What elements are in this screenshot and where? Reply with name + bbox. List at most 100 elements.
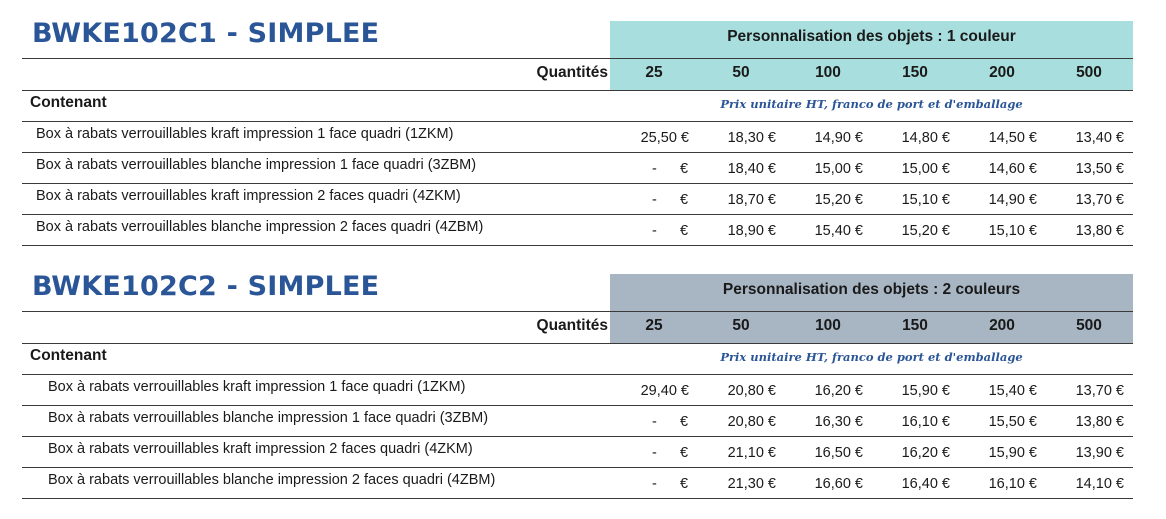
quantity-header: 150 xyxy=(902,64,928,81)
divider xyxy=(22,90,1133,91)
price-cell: 14,50 € xyxy=(988,130,1037,146)
header-band xyxy=(610,274,1133,343)
divider xyxy=(22,245,1133,246)
quantity-header: 50 xyxy=(732,64,750,81)
divider xyxy=(610,311,1133,312)
price-cell: 16,20 € xyxy=(814,383,863,399)
divider xyxy=(22,58,610,59)
price-currency: € xyxy=(680,445,689,461)
divider xyxy=(22,374,1133,375)
personalisation-header: Personnalisation des objets : 1 couleur xyxy=(727,28,1016,45)
divider xyxy=(22,183,1133,184)
price-note: Prix unitaire HT, franco de port et d'em… xyxy=(720,350,1023,364)
row-label: Box à rabats verrouillables kraft impres… xyxy=(36,126,454,142)
header-band xyxy=(610,21,1133,90)
price-note: Prix unitaire HT, franco de port et d'em… xyxy=(720,97,1023,111)
price-cell: 25,50 € xyxy=(640,130,689,146)
quantity-header: 25 xyxy=(645,64,663,81)
price-currency: € xyxy=(680,414,689,430)
quantity-header: 100 xyxy=(815,317,841,334)
price-cell: 20,80 € xyxy=(727,383,776,399)
price-cell: 21,10 € xyxy=(727,445,776,461)
price-cell: 15,90 € xyxy=(988,445,1037,461)
price-cell: 18,30 € xyxy=(727,130,776,146)
price-cell: 13,80 € xyxy=(1075,414,1124,430)
quantities-label: Quantités xyxy=(536,64,608,81)
price-cell: 13,70 € xyxy=(1075,383,1124,399)
price-currency: € xyxy=(680,161,689,177)
price-dash: - xyxy=(652,192,657,208)
quantity-header: 500 xyxy=(1076,317,1102,334)
price-cell: 15,50 € xyxy=(988,414,1037,430)
product-title: BWKE102C1 - SIMPLEE xyxy=(32,18,380,49)
price-currency: € xyxy=(680,476,689,492)
price-cell: 15,00 € xyxy=(901,161,950,177)
quantity-header: 25 xyxy=(645,317,663,334)
divider xyxy=(22,121,1133,122)
divider xyxy=(22,311,610,312)
row-label: Box à rabats verrouillables blanche impr… xyxy=(48,410,489,426)
quantity-header: 100 xyxy=(815,64,841,81)
divider xyxy=(22,467,1133,468)
price-cell: 16,20 € xyxy=(901,445,950,461)
price-cell: 15,10 € xyxy=(988,223,1037,239)
quantities-label: Quantités xyxy=(536,317,608,334)
divider xyxy=(610,58,1133,59)
price-cell: 14,80 € xyxy=(901,130,950,146)
price-cell: 13,80 € xyxy=(1075,223,1124,239)
price-cell: 14,90 € xyxy=(988,192,1037,208)
price-cell: 16,10 € xyxy=(988,476,1037,492)
price-cell: 13,50 € xyxy=(1075,161,1124,177)
price-currency: € xyxy=(680,192,689,208)
row-label: Box à rabats verrouillables kraft impres… xyxy=(36,188,461,204)
price-cell: 21,30 € xyxy=(727,476,776,492)
price-dash: - xyxy=(652,223,657,239)
price-dash: - xyxy=(652,414,657,430)
price-cell: 18,90 € xyxy=(727,223,776,239)
product-title: BWKE102C2 - SIMPLEE xyxy=(32,271,380,302)
row-label: Box à rabats verrouillables blanche impr… xyxy=(48,472,496,488)
price-currency: € xyxy=(680,223,689,239)
price-cell: 20,80 € xyxy=(727,414,776,430)
quantity-header: 200 xyxy=(989,64,1015,81)
row-label: Box à rabats verrouillables kraft impres… xyxy=(48,441,473,457)
price-cell: 16,30 € xyxy=(814,414,863,430)
row-label: Box à rabats verrouillables blanche impr… xyxy=(36,157,477,173)
divider xyxy=(22,152,1133,153)
price-cell: 14,90 € xyxy=(814,130,863,146)
price-cell: 14,10 € xyxy=(1075,476,1124,492)
divider xyxy=(22,343,1133,344)
price-cell: 15,40 € xyxy=(814,223,863,239)
divider xyxy=(22,214,1133,215)
price-cell: 13,40 € xyxy=(1075,130,1124,146)
price-cell: 16,10 € xyxy=(901,414,950,430)
row-label: Box à rabats verrouillables blanche impr… xyxy=(36,219,484,235)
price-cell: 29,40 € xyxy=(640,383,689,399)
contenant-label: Contenant xyxy=(30,347,107,364)
price-cell: 13,70 € xyxy=(1075,192,1124,208)
divider xyxy=(22,498,1133,499)
row-label: Box à rabats verrouillables kraft impres… xyxy=(48,379,466,395)
price-cell: 16,40 € xyxy=(901,476,950,492)
price-cell: 15,00 € xyxy=(814,161,863,177)
quantity-header: 50 xyxy=(732,317,750,334)
price-cell: 16,60 € xyxy=(814,476,863,492)
personalisation-header: Personnalisation des objets : 2 couleurs xyxy=(722,281,1021,298)
price-cell: 16,50 € xyxy=(814,445,863,461)
price-dash: - xyxy=(652,445,657,461)
price-cell: 14,60 € xyxy=(988,161,1037,177)
quantity-header: 200 xyxy=(989,317,1015,334)
price-cell: 18,70 € xyxy=(727,192,776,208)
divider xyxy=(22,436,1133,437)
price-cell: 15,20 € xyxy=(901,223,950,239)
price-cell: 15,90 € xyxy=(901,383,950,399)
divider xyxy=(22,405,1133,406)
price-cell: 13,90 € xyxy=(1075,445,1124,461)
price-dash: - xyxy=(652,161,657,177)
contenant-label: Contenant xyxy=(30,94,107,111)
price-cell: 15,40 € xyxy=(988,383,1037,399)
quantity-header: 150 xyxy=(902,317,928,334)
quantity-header: 500 xyxy=(1076,64,1102,81)
price-dash: - xyxy=(652,476,657,492)
price-cell: 15,20 € xyxy=(814,192,863,208)
